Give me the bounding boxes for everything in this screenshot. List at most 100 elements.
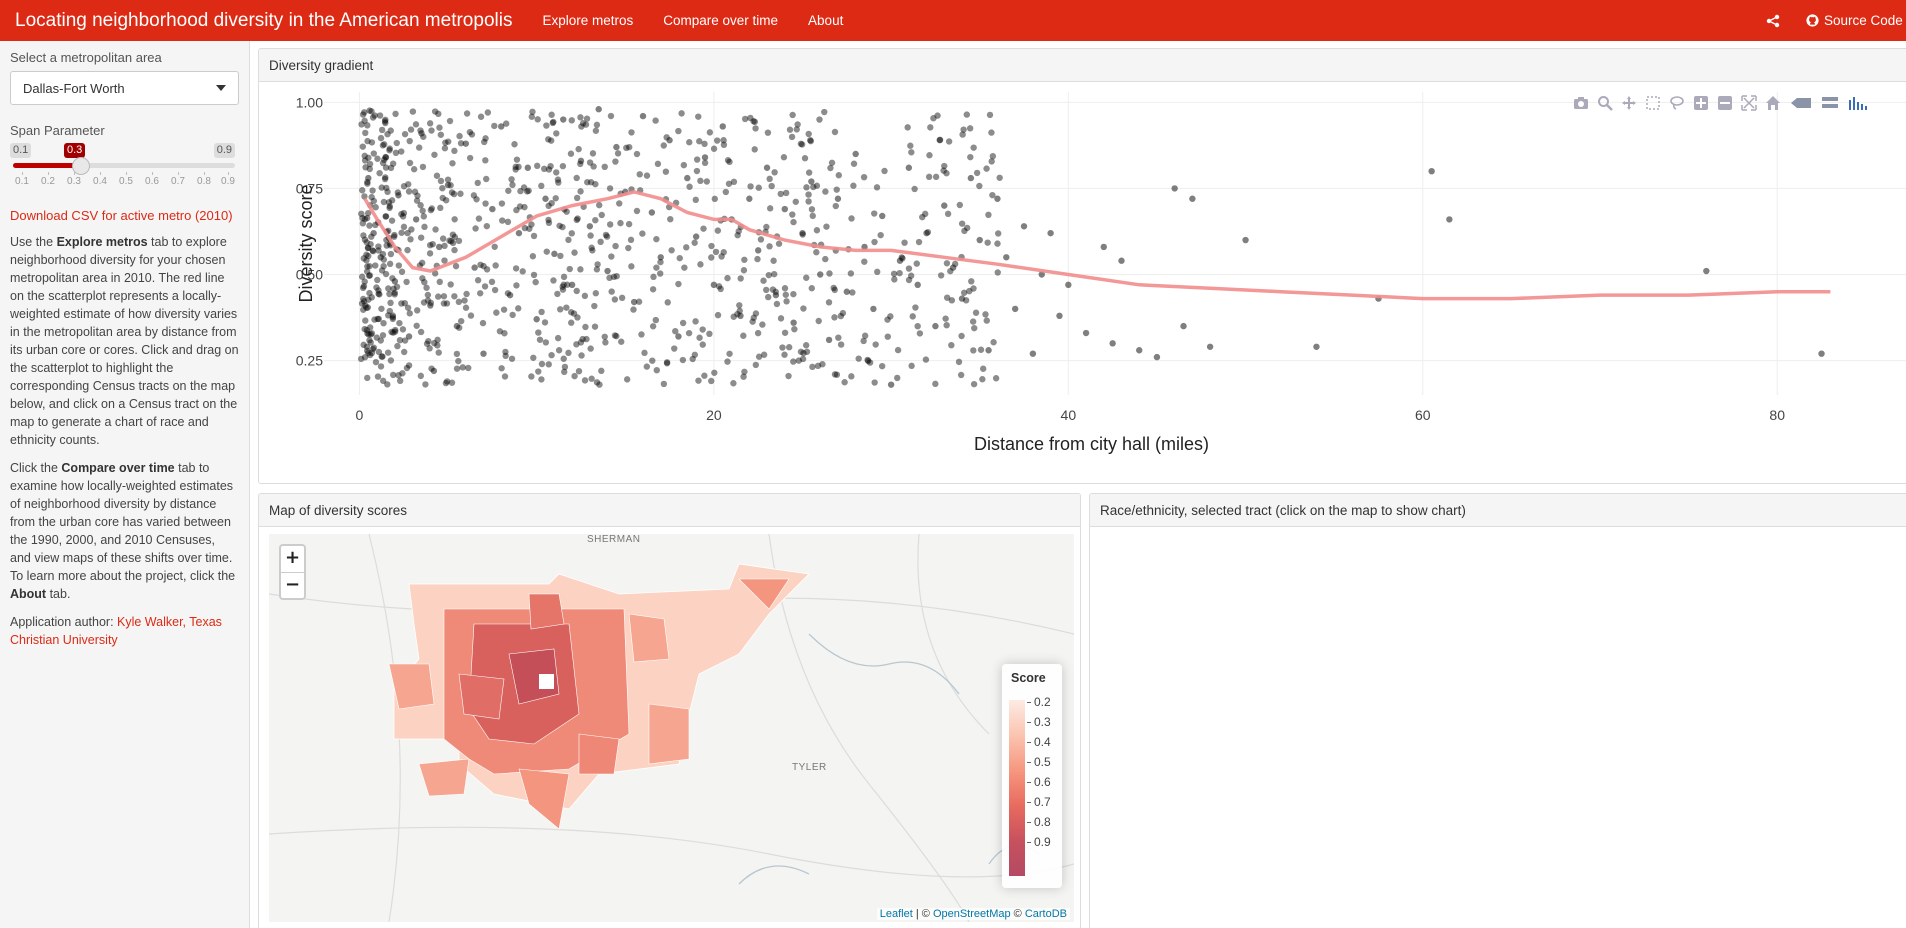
cartodb-link[interactable]: CartoDB (1024, 908, 1067, 920)
scatter-point (855, 355, 862, 362)
scatter-point (567, 150, 575, 157)
scatter-point (794, 121, 801, 128)
scatter-point (398, 229, 405, 236)
scatter-point (861, 243, 868, 251)
zoom-out-icon[interactable] (1717, 95, 1733, 111)
app-title[interactable]: Locating neighborhood diversity in the A… (15, 9, 513, 31)
metro-select[interactable]: Dallas-Fort Worth (10, 71, 239, 105)
scatter-point (446, 237, 453, 244)
scatter-point (563, 208, 570, 215)
scatter-point (361, 109, 368, 116)
scatter-point (374, 155, 381, 162)
scatter-point (417, 234, 425, 241)
zoom-in-button[interactable]: + (284, 547, 301, 568)
download-csv-link[interactable]: Download CSV for active metro (2010) (10, 208, 233, 223)
zoom-icon[interactable] (1597, 95, 1613, 111)
scatter-point (364, 122, 371, 129)
scatter-point (726, 158, 733, 166)
leaflet-link[interactable]: Leaflet (879, 908, 913, 920)
spike-lines-icon[interactable] (1789, 95, 1813, 111)
scatter-point (387, 250, 395, 258)
scatter-point (807, 137, 814, 145)
scatter-point (695, 377, 702, 384)
scatter-point (911, 185, 918, 193)
compare-hover-icon[interactable] (1821, 95, 1839, 111)
scatter-point (541, 165, 548, 173)
scatter-point (1029, 350, 1037, 357)
share-icon[interactable] (1766, 14, 1780, 28)
scatter-point (766, 243, 773, 250)
reset-axes-icon[interactable] (1765, 95, 1781, 111)
scatter-point (390, 285, 397, 292)
lasso-icon[interactable] (1669, 95, 1685, 111)
osm-link[interactable]: OpenStreetMap (932, 908, 1011, 920)
leaflet-map[interactable]: SHERMAN TYLER + − Score 0.2 0.3 0.4 0.5 … (269, 534, 1074, 922)
scatter-point (781, 351, 788, 358)
scatter-point (379, 353, 386, 360)
scatterplot[interactable]: 0 20 40 60 80 0.25 0.50 0.75 1.00 Distance from c… (259, 82, 1906, 482)
scatter-point (420, 213, 428, 220)
scatter-point (425, 337, 432, 345)
scatter-point (606, 274, 613, 282)
zoom-in-icon[interactable] (1693, 95, 1709, 111)
scatter-point (959, 131, 966, 138)
scatter-point (720, 141, 728, 149)
scatter-point (508, 176, 515, 183)
plotly-logo-icon[interactable] (1847, 95, 1867, 111)
scatter-point (650, 273, 657, 281)
scatter-point (451, 246, 458, 254)
scatter-point (969, 318, 977, 325)
scatter-point (598, 367, 605, 375)
scatter-point (395, 372, 402, 379)
scatter-point (792, 198, 799, 205)
scatter-point (755, 353, 763, 360)
tab-explore-metros[interactable]: Explore metros (542, 13, 634, 28)
scatter-points[interactable] (357, 106, 1825, 388)
span-slider-track[interactable] (13, 163, 235, 168)
scatter-point (517, 187, 524, 195)
scatter-point (375, 348, 383, 356)
slider-tick: 0.3 (67, 172, 81, 187)
scatter-point (365, 154, 372, 161)
scatter-point (667, 215, 674, 223)
scatter-point (701, 154, 709, 161)
scatter-point (376, 169, 383, 177)
author-link[interactable]: Kyle Walker, Texas Christian University (10, 615, 222, 647)
span-slider-handle[interactable] (72, 157, 90, 175)
zoom-out-button[interactable]: − (281, 572, 304, 598)
source-code-link[interactable]: Source Code (1806, 13, 1906, 28)
scatter-point (367, 339, 374, 346)
choropleth-tracts[interactable] (388, 563, 810, 830)
scatter-point (533, 316, 540, 323)
scatter-point (359, 214, 366, 222)
box-select-icon[interactable] (1645, 95, 1661, 111)
scatter-point (361, 157, 369, 164)
scatter-point (365, 272, 373, 279)
scatter-point (579, 120, 587, 127)
x-tick-label: 40 (1061, 407, 1077, 423)
scatter-point (401, 299, 408, 307)
scatter-point (908, 149, 915, 156)
scatter-point (577, 339, 585, 346)
scatter-point (366, 272, 374, 279)
scatter-point (393, 139, 400, 147)
scatter-point (499, 217, 506, 224)
scatter-point (973, 169, 981, 177)
tab-about[interactable]: About (808, 13, 844, 28)
race-chart-area[interactable] (1090, 527, 1906, 928)
scatter-point (559, 223, 566, 231)
scatter-point (386, 203, 394, 210)
pan-icon[interactable] (1621, 95, 1637, 111)
camera-icon[interactable] (1573, 95, 1589, 111)
tab-compare-over-time[interactable]: Compare over time (663, 13, 779, 28)
autoscale-icon[interactable] (1741, 95, 1757, 111)
scatter-point (526, 225, 533, 232)
scatter-point (625, 220, 633, 228)
scatter-point (568, 117, 575, 124)
scatter-point (994, 269, 1001, 276)
scatter-point (1038, 271, 1045, 278)
scatter-point (553, 169, 560, 176)
scatter-point (801, 155, 809, 162)
scatter-point (751, 118, 759, 126)
scatter-point (955, 358, 963, 366)
